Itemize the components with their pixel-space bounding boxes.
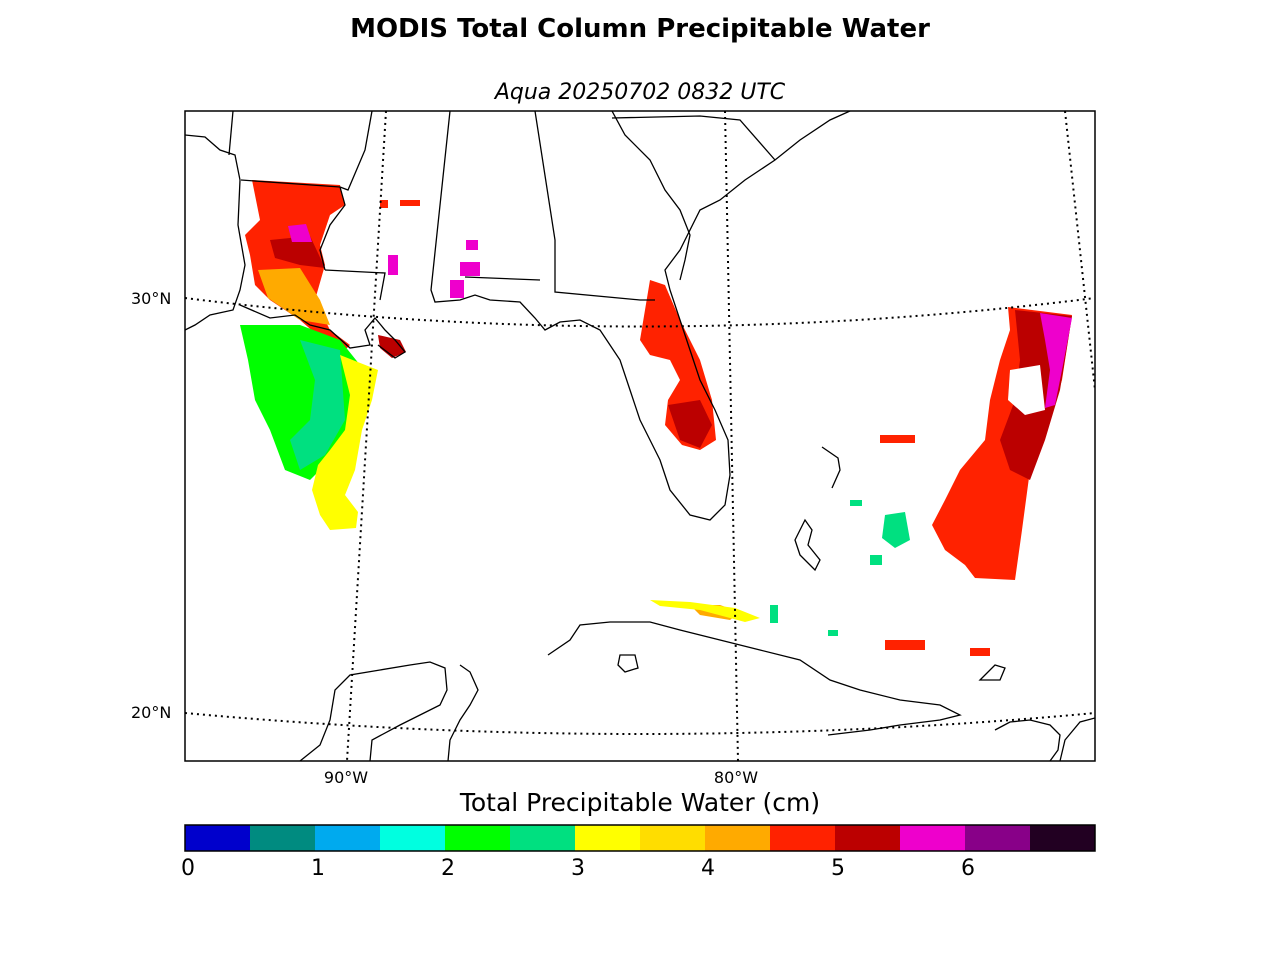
colorbar-segment: [315, 825, 381, 851]
colorbar-segment: [510, 825, 576, 851]
graticule: [185, 111, 1095, 761]
coastlines: [185, 111, 1095, 761]
colorbar-segment: [705, 825, 771, 851]
pw-scattered-pixels: [388, 240, 480, 298]
pw-swath-west-darkred: [270, 236, 325, 268]
lat-label-30n: 30°N: [131, 289, 172, 308]
colorbar-segment: [900, 825, 966, 851]
colorbar: [185, 825, 1096, 851]
pw-swath-west-yellow: [312, 355, 378, 530]
pw-atlantic-hole: [1008, 365, 1045, 415]
colorbar-tick-3: 3: [571, 856, 585, 881]
colorbar-segment: [185, 825, 251, 851]
colorbar-tick-4: 4: [701, 856, 715, 881]
lat-label-20n: 20°N: [131, 703, 172, 722]
colorbar-segment: [250, 825, 316, 851]
colorbar-tick-1: 1: [311, 856, 325, 881]
colorbar-tick-6: 6: [961, 856, 975, 881]
pw-atlantic-green: [882, 512, 910, 548]
colorbar-segment: [965, 825, 1031, 851]
colorbar-segment: [1030, 825, 1096, 851]
colorbar-segment: [380, 825, 446, 851]
pw-swath-florida-darkred: [668, 400, 712, 448]
colorbar-segment: [640, 825, 706, 851]
chart-subtitle: Aqua 20250702 0832 UTC: [494, 80, 786, 105]
colorbar-segment: [835, 825, 901, 851]
chart-title: MODIS Total Column Precipitable Water: [350, 14, 930, 44]
pw-swath-atlantic-magenta: [1040, 313, 1072, 408]
pw-swath-west: [245, 180, 350, 355]
pw-swath-cuba-yellow: [650, 600, 760, 622]
lon-label-90w: 90°W: [323, 768, 369, 787]
colorbar-frame: [184, 824, 1096, 852]
colorbar-segment: [445, 825, 511, 851]
pw-swath-west-teal: [290, 340, 345, 470]
pw-data-layer: [240, 180, 1072, 656]
colorbar-segment: [575, 825, 641, 851]
lon-label-80w: 80°W: [713, 768, 759, 787]
pw-swath-west-darkred-2: [378, 335, 406, 358]
colorbar-label: Total Precipitable Water (cm): [459, 788, 821, 817]
map-frame: [184, 110, 1096, 762]
colorbar-tick-0: 0: [181, 856, 195, 881]
pw-swath-west-magenta: [288, 224, 312, 242]
colorbar-tick-5: 5: [831, 856, 845, 881]
colorbar-segment: [770, 825, 836, 851]
colorbar-tick-2: 2: [441, 856, 455, 881]
